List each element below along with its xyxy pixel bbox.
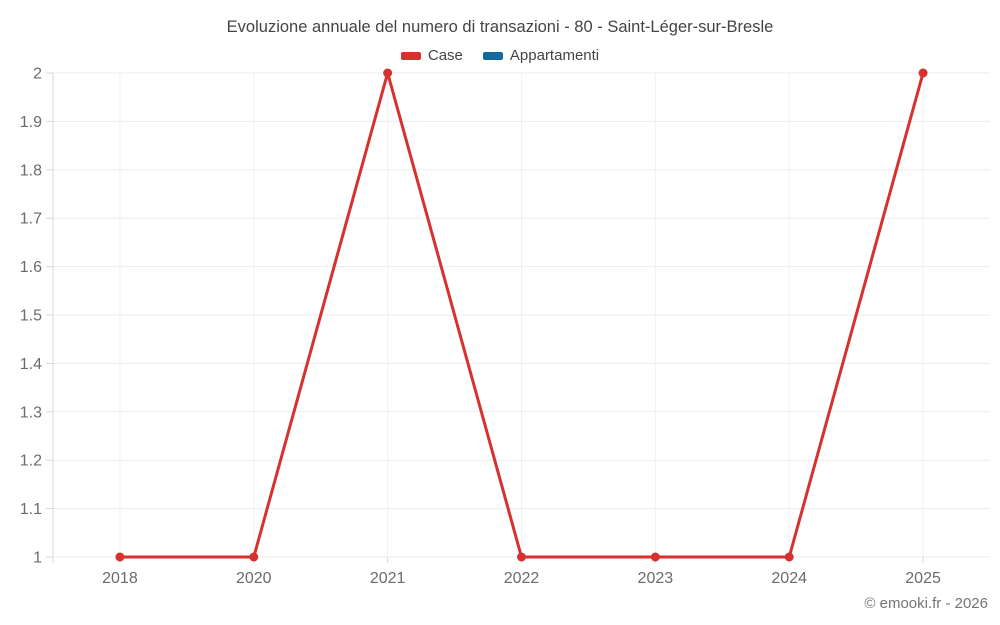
x-tick-label: 2024 <box>771 570 807 587</box>
data-point-case <box>918 68 928 78</box>
data-point-case <box>249 552 259 562</box>
y-tick-label: 2 <box>33 66 42 83</box>
chart-title: Evoluzione annuale del numero di transaz… <box>226 18 774 36</box>
x-tick-label: 2021 <box>370 570 406 587</box>
credit-text: © emooki.fr - 2026 <box>864 595 988 612</box>
legend: Case Appartamenti <box>0 47 1000 64</box>
x-tick-label: 2025 <box>905 570 941 587</box>
legend-label: Case <box>427 47 463 64</box>
data-point-case <box>517 552 526 562</box>
y-tick-label: 1.2 <box>20 453 42 470</box>
y-tick-label: 1.4 <box>20 356 42 373</box>
legend-swatch-icon <box>482 51 503 60</box>
x-tick-label: 2020 <box>236 570 272 587</box>
x-tick-label: 2023 <box>638 570 674 587</box>
data-point-case <box>784 552 794 562</box>
x-tick-label: 2022 <box>504 570 540 587</box>
data-point-case <box>650 552 660 562</box>
legend-item-case[interactable]: Case <box>400 47 463 64</box>
y-tick-label: 1.3 <box>20 404 42 421</box>
y-tick-label: 1.8 <box>20 162 42 179</box>
data-point-case <box>383 68 393 78</box>
data-point-case <box>115 552 125 562</box>
y-tick-label: 1.6 <box>20 259 42 276</box>
y-tick-label: 1.5 <box>20 308 42 325</box>
y-tick-label: 1.1 <box>20 501 42 518</box>
y-tick-label: 1.7 <box>20 211 42 228</box>
y-tick-label: 1.9 <box>20 114 42 131</box>
y-tick-label: 1 <box>33 550 42 567</box>
x-tick-label: 2018 <box>102 570 138 587</box>
legend-label: Appartamenti <box>509 47 600 64</box>
legend-item-appartamenti[interactable]: Appartamenti <box>482 47 600 64</box>
legend-swatch-icon <box>400 51 421 60</box>
